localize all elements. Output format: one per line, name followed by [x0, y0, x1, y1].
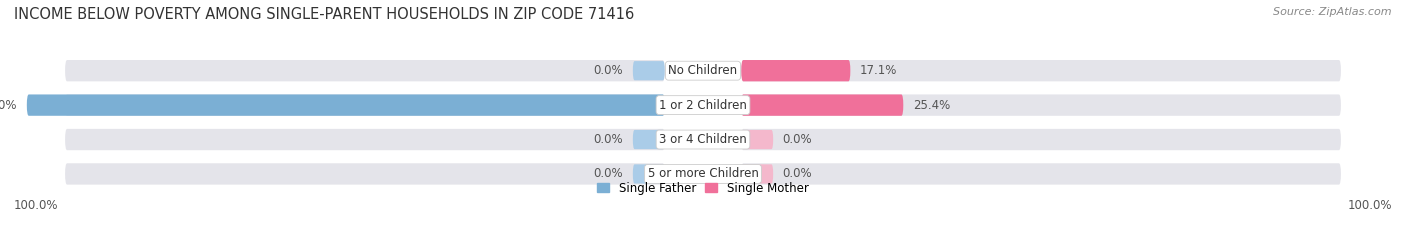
- Text: 0.0%: 0.0%: [593, 133, 623, 146]
- FancyBboxPatch shape: [741, 60, 851, 81]
- Text: 0.0%: 0.0%: [783, 133, 813, 146]
- FancyBboxPatch shape: [741, 129, 1341, 150]
- FancyBboxPatch shape: [741, 60, 1341, 81]
- Text: 5 or more Children: 5 or more Children: [648, 168, 758, 180]
- FancyBboxPatch shape: [741, 94, 903, 116]
- Text: 3 or 4 Children: 3 or 4 Children: [659, 133, 747, 146]
- FancyBboxPatch shape: [741, 130, 773, 149]
- FancyBboxPatch shape: [633, 130, 665, 149]
- FancyBboxPatch shape: [741, 94, 1341, 116]
- FancyBboxPatch shape: [633, 61, 665, 80]
- FancyBboxPatch shape: [633, 164, 665, 184]
- Text: 1 or 2 Children: 1 or 2 Children: [659, 99, 747, 112]
- Text: 0.0%: 0.0%: [783, 168, 813, 180]
- FancyBboxPatch shape: [27, 94, 665, 116]
- Legend: Single Father, Single Mother: Single Father, Single Mother: [593, 177, 813, 200]
- Text: 100.0%: 100.0%: [1347, 199, 1392, 212]
- FancyBboxPatch shape: [741, 163, 1341, 185]
- FancyBboxPatch shape: [65, 94, 665, 116]
- Text: Source: ZipAtlas.com: Source: ZipAtlas.com: [1274, 7, 1392, 17]
- Text: No Children: No Children: [668, 64, 738, 77]
- FancyBboxPatch shape: [65, 129, 665, 150]
- Text: 25.4%: 25.4%: [912, 99, 950, 112]
- Text: 0.0%: 0.0%: [593, 168, 623, 180]
- FancyBboxPatch shape: [741, 164, 773, 184]
- Text: INCOME BELOW POVERTY AMONG SINGLE-PARENT HOUSEHOLDS IN ZIP CODE 71416: INCOME BELOW POVERTY AMONG SINGLE-PARENT…: [14, 7, 634, 22]
- Text: 0.0%: 0.0%: [593, 64, 623, 77]
- Text: 100.0%: 100.0%: [0, 99, 17, 112]
- FancyBboxPatch shape: [65, 163, 665, 185]
- Text: 17.1%: 17.1%: [860, 64, 897, 77]
- Text: 100.0%: 100.0%: [14, 199, 59, 212]
- FancyBboxPatch shape: [65, 60, 665, 81]
